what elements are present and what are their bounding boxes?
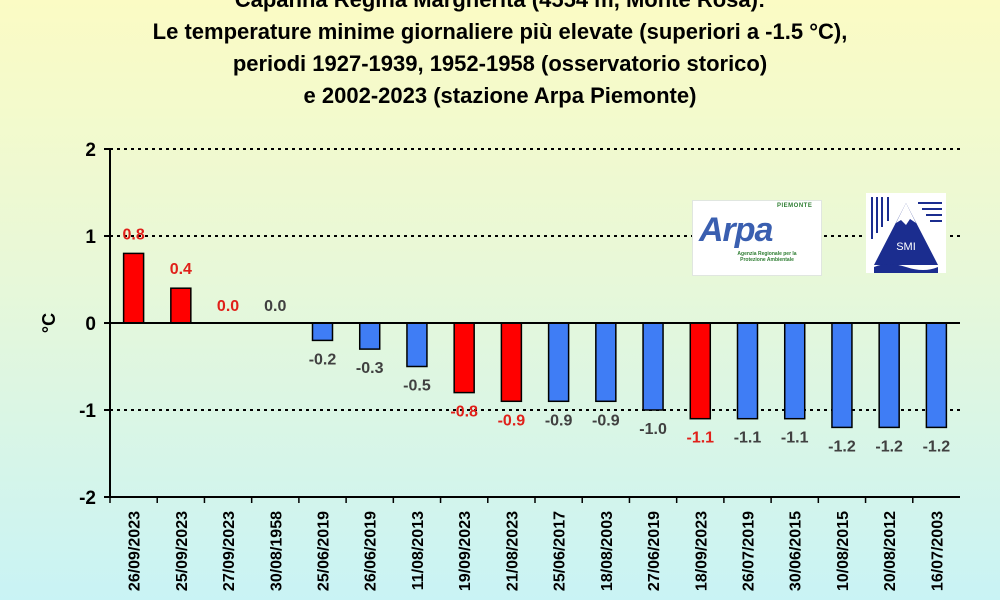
data-label: -0.9 (545, 412, 573, 429)
bar (170, 287, 192, 324)
arpa-logo-tag: PIEMONTE (777, 203, 813, 209)
tick-labels: 2 1 0 -1 -2 26/09/2023 25/09/2023 27/09/2023 30/… (79, 140, 946, 591)
y-tick-label: 1 (85, 227, 96, 248)
bar (453, 322, 475, 394)
bar (500, 322, 523, 403)
x-tick-label: 18/09/2023 (693, 511, 710, 591)
bar (642, 322, 664, 411)
bar (311, 322, 334, 342)
data-label: 0.4 (170, 261, 192, 278)
x-tick-label: 27/06/2019 (646, 511, 663, 591)
smi-logo-text: SMI (896, 241, 916, 253)
title-line-1: Capanna Regina Margherita (4554 m, Monte… (0, 0, 1000, 16)
data-label: -1.1 (734, 430, 762, 447)
data-label: -1.1 (686, 430, 714, 447)
title-line-4: e 2002-2023 (stazione Arpa Piemonte) (303, 83, 697, 108)
bar (925, 322, 948, 429)
bar (689, 322, 712, 420)
x-tick-label: 20/08/2012 (882, 511, 899, 591)
bars (122, 252, 948, 429)
arpa-logo-word: Arpa (699, 211, 773, 249)
x-tick-label: 21/08/2023 (504, 511, 521, 591)
data-label: -0.2 (309, 351, 337, 368)
y-tick-label: -2 (79, 488, 96, 509)
arpa-piemonte-logo: PIEMONTE Arpa Agenzia Regionale per la P… (692, 200, 822, 276)
x-tick-label: 11/08/2013 (410, 511, 427, 590)
y-tick-label: -1 (79, 401, 96, 422)
x-tick-label: 30/08/1958 (268, 511, 285, 591)
data-label: -1.2 (828, 438, 856, 455)
y-tick-label: 2 (85, 140, 96, 161)
title-line-2: Le temperature minime giornaliere più el… (152, 19, 848, 44)
value-labels: 0.8 0.4 0.0 0.0 -0.2 -0.3 -0.5 -0.8 -0.9 -0.9 -0.9… (122, 226, 950, 455)
x-tick-label: 30/06/2015 (788, 511, 805, 591)
x-tick-label: 25/06/2017 (552, 511, 569, 591)
title-line-3: periodi 1927-1939, 1952-1958 (osservator… (232, 51, 768, 76)
x-tick-label: 16/07/2003 (929, 511, 946, 591)
bar (783, 322, 806, 420)
bar (831, 322, 853, 429)
bar (595, 322, 617, 403)
bar (358, 322, 381, 350)
x-tick-label: 26/09/2023 (127, 511, 144, 591)
data-label: -0.9 (498, 412, 526, 429)
data-label: 0.0 (264, 298, 286, 315)
x-tick-label: 18/08/2003 (599, 511, 616, 591)
arpa-logo-subtitle: Agenzia Regionale per la Protezione Ambi… (737, 251, 797, 263)
x-tick-label: 26/06/2019 (363, 511, 380, 591)
data-label: -0.5 (403, 378, 431, 395)
bar (122, 252, 145, 324)
data-label: -0.9 (592, 412, 620, 429)
x-tick-label: 26/07/2019 (741, 511, 758, 591)
y-tick-label: 0 (85, 314, 96, 335)
bar (736, 322, 759, 420)
data-label: -0.8 (450, 404, 478, 421)
x-tick-label: 19/09/2023 (457, 511, 474, 591)
data-label: 0.0 (217, 298, 239, 315)
bar (547, 322, 570, 403)
axes (104, 148, 960, 503)
x-tick-label: 25/09/2023 (174, 511, 191, 591)
x-tick-label: 10/08/2015 (835, 511, 852, 591)
y-axis-label: °C (39, 313, 59, 333)
data-label: -0.3 (356, 360, 384, 377)
chart-title: Capanna Regina Margherita (4554 m, Monte… (0, 0, 1000, 112)
data-label: 0.8 (122, 226, 144, 243)
data-label: -1.1 (781, 430, 809, 447)
smi-logo: SMI (866, 193, 946, 273)
bar (878, 322, 900, 429)
data-label: -1.2 (875, 438, 903, 455)
bar (406, 322, 428, 368)
x-tick-label: 27/09/2023 (221, 511, 238, 591)
x-tick-label: 25/06/2019 (316, 511, 333, 591)
data-label: -1.2 (923, 438, 951, 455)
data-label: -1.0 (639, 421, 667, 438)
